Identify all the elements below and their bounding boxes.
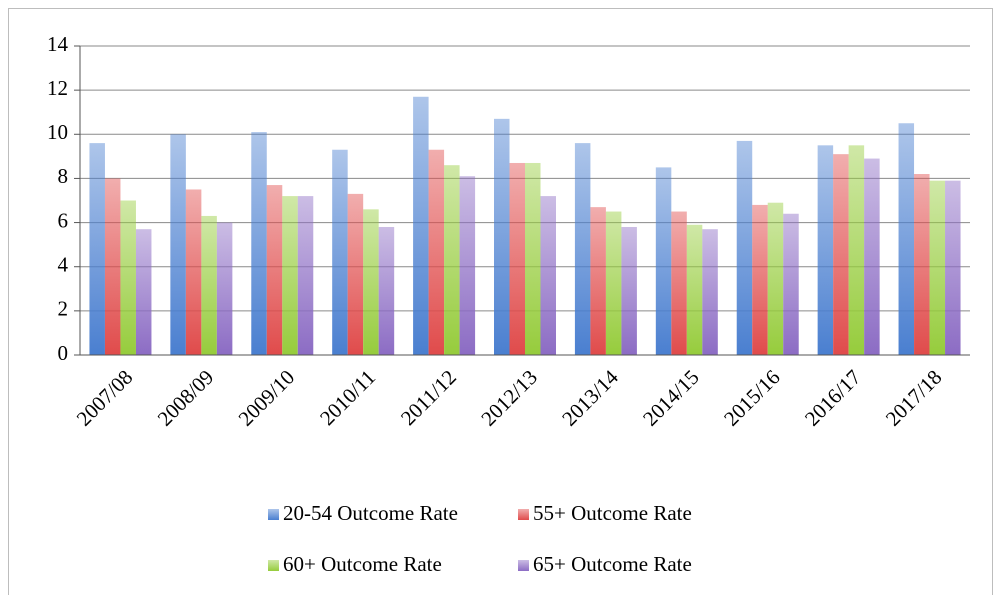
- bar: [752, 204, 768, 355]
- bar: [282, 196, 298, 355]
- bar: [671, 211, 687, 355]
- x-tick-label: 2015/16: [719, 365, 785, 431]
- legend-swatch: [268, 560, 279, 571]
- bar: [347, 193, 364, 355]
- x-tick-label: 2008/09: [153, 365, 219, 431]
- bar: [540, 196, 556, 355]
- bar: [413, 96, 429, 355]
- legend-label: 65+ Outcome Rate: [533, 552, 692, 576]
- bar: [864, 158, 880, 355]
- bar: [135, 229, 152, 355]
- bar: [945, 180, 961, 355]
- y-tick-label: 14: [47, 32, 69, 56]
- y-tick-label: 10: [47, 120, 68, 144]
- x-tick-label: 2016/17: [800, 365, 866, 431]
- bar: [170, 134, 186, 355]
- bar: [509, 162, 525, 355]
- bar: [216, 222, 233, 355]
- bar: [655, 167, 672, 355]
- bar: [251, 132, 267, 355]
- legend-label: 55+ Outcome Rate: [533, 501, 692, 525]
- legend-swatch: [268, 509, 279, 520]
- x-tick-label: 2017/18: [881, 365, 947, 431]
- bar: [621, 226, 637, 355]
- y-tick-label: 12: [47, 76, 68, 100]
- bar: [736, 140, 753, 355]
- bar: [297, 196, 314, 355]
- legend-swatch: [518, 560, 529, 571]
- bar: [767, 202, 784, 355]
- bar: [686, 224, 703, 355]
- bar: [185, 189, 202, 355]
- bar: [494, 118, 510, 355]
- legend-swatch: [518, 509, 529, 520]
- bar: [574, 143, 591, 355]
- bar: [833, 154, 849, 355]
- bar: [104, 178, 121, 355]
- x-tick-label: 2014/15: [638, 365, 704, 431]
- bar: [89, 143, 105, 355]
- bar: [120, 200, 136, 355]
- bar: [817, 145, 834, 355]
- x-tick-label: 2010/11: [315, 365, 380, 430]
- bar: [898, 123, 915, 355]
- x-tick-label: 2012/13: [476, 365, 542, 431]
- bar: [428, 149, 445, 355]
- y-tick-label: 6: [58, 208, 69, 232]
- bar: [590, 207, 606, 355]
- bar: [332, 149, 348, 355]
- x-tick-label: 2007/08: [72, 365, 138, 431]
- bar: [914, 174, 930, 355]
- bar: [266, 185, 283, 355]
- y-tick-label: 0: [58, 341, 69, 365]
- bar: [363, 209, 379, 355]
- bar: [201, 215, 217, 355]
- bar: [459, 176, 476, 355]
- bar: [444, 165, 460, 355]
- bar: [848, 145, 865, 355]
- legend-label: 20-54 Outcome Rate: [283, 501, 458, 525]
- y-tick-label: 8: [58, 164, 69, 188]
- y-tick-label: 2: [58, 297, 69, 321]
- bar: [929, 180, 946, 355]
- bar: [702, 229, 718, 355]
- y-tick-label: 4: [58, 253, 69, 277]
- chart-frame: [8, 8, 993, 595]
- x-tick-label: 2011/12: [396, 365, 461, 430]
- bar: [378, 226, 395, 355]
- x-tick-label: 2013/14: [557, 365, 623, 431]
- bar: [783, 213, 799, 355]
- bar: [525, 162, 541, 355]
- legend-label: 60+ Outcome Rate: [283, 552, 442, 576]
- x-tick-label: 2009/10: [234, 365, 300, 431]
- bar: [605, 211, 622, 355]
